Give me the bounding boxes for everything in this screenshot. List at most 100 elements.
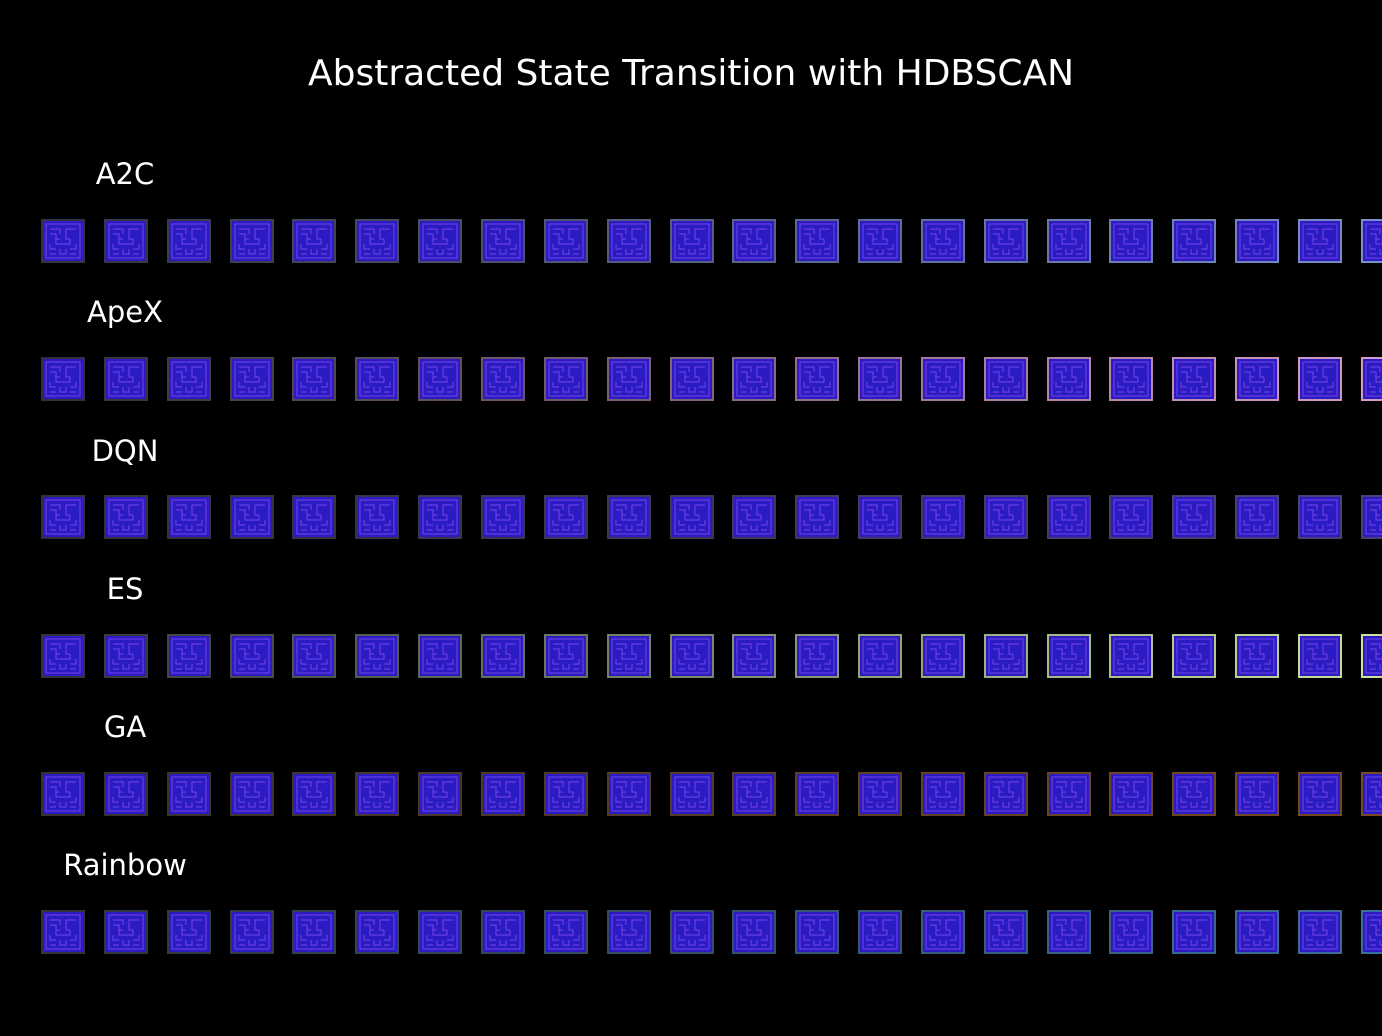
state-frame (670, 634, 714, 678)
maze-frame-icon (420, 221, 460, 261)
state-frame (481, 357, 525, 401)
maze-frame-icon (860, 636, 900, 676)
maze-frame-icon (43, 774, 83, 814)
state-frame (544, 495, 588, 539)
maze-frame-icon (672, 912, 712, 952)
maze-frame-icon (1174, 774, 1214, 814)
state-frame (732, 357, 776, 401)
maze-frame-icon (1300, 359, 1340, 399)
maze-frame-icon (609, 497, 649, 537)
maze-frame-icon (1174, 636, 1214, 676)
maze-frame-icon (1363, 221, 1382, 261)
maze-frame-icon (672, 636, 712, 676)
maze-frame-icon (860, 221, 900, 261)
state-frame (1298, 495, 1342, 539)
row-label-ga: GA (103, 710, 147, 744)
row-label-dqn: DQN (91, 434, 159, 468)
state-row-dqn (0, 495, 1382, 541)
state-frame (418, 219, 462, 263)
maze-frame-icon (357, 497, 397, 537)
state-frame (1047, 219, 1091, 263)
maze-frame-icon (860, 912, 900, 952)
row-label-a2c: A2C (95, 157, 155, 191)
maze-frame-icon (546, 636, 586, 676)
state-frame (481, 634, 525, 678)
state-frame (1235, 495, 1279, 539)
maze-frame-icon (294, 912, 334, 952)
state-frame (1298, 634, 1342, 678)
state-frame (1047, 634, 1091, 678)
maze-frame-icon (1049, 912, 1089, 952)
state-frame (355, 495, 399, 539)
maze-frame-icon (232, 912, 272, 952)
state-frame (544, 357, 588, 401)
maze-frame-icon (986, 359, 1026, 399)
row-label-es: ES (106, 572, 144, 606)
state-frame (732, 219, 776, 263)
state-frame (607, 910, 651, 954)
maze-frame-icon (106, 636, 146, 676)
state-frame (41, 772, 85, 816)
state-frame (230, 357, 274, 401)
state-frame (104, 495, 148, 539)
state-frame (104, 910, 148, 954)
maze-frame-icon (546, 912, 586, 952)
state-frame (104, 357, 148, 401)
state-frame (607, 357, 651, 401)
maze-frame-icon (797, 221, 837, 261)
maze-frame-icon (546, 221, 586, 261)
state-frame (481, 910, 525, 954)
state-frame (1172, 634, 1216, 678)
maze-frame-icon (232, 359, 272, 399)
state-frame (795, 634, 839, 678)
state-frame (1361, 219, 1382, 263)
state-frame (1109, 772, 1153, 816)
state-frame (355, 357, 399, 401)
state-frame (732, 772, 776, 816)
state-frame (481, 495, 525, 539)
state-frame (1298, 357, 1342, 401)
state-frame (795, 357, 839, 401)
maze-frame-icon (43, 636, 83, 676)
row-label-apex: ApeX (87, 295, 163, 329)
maze-frame-icon (169, 912, 209, 952)
state-frame (1109, 634, 1153, 678)
state-frame (1172, 910, 1216, 954)
state-frame (607, 495, 651, 539)
row-label-rainbow: Rainbow (63, 848, 187, 882)
maze-frame-icon (1363, 497, 1382, 537)
state-frame (1047, 357, 1091, 401)
maze-frame-icon (1111, 359, 1151, 399)
state-frame (1361, 634, 1382, 678)
state-row-ga (0, 772, 1382, 818)
state-frame (670, 495, 714, 539)
maze-frame-icon (860, 774, 900, 814)
maze-frame-icon (1049, 221, 1089, 261)
state-frame (984, 772, 1028, 816)
maze-frame-icon (294, 636, 334, 676)
state-frame (670, 357, 714, 401)
state-frame (858, 910, 902, 954)
state-frame (921, 219, 965, 263)
state-frame (921, 495, 965, 539)
state-frame (1109, 910, 1153, 954)
state-frame (670, 772, 714, 816)
maze-frame-icon (420, 359, 460, 399)
state-frame (858, 634, 902, 678)
maze-frame-icon (1049, 636, 1089, 676)
maze-frame-icon (483, 359, 523, 399)
state-row-es (0, 634, 1382, 680)
maze-frame-icon (1300, 636, 1340, 676)
state-frame (921, 634, 965, 678)
maze-frame-icon (923, 912, 963, 952)
state-frame (230, 910, 274, 954)
state-frame (670, 910, 714, 954)
maze-frame-icon (672, 497, 712, 537)
state-frame (984, 910, 1028, 954)
maze-frame-icon (169, 774, 209, 814)
maze-frame-icon (734, 636, 774, 676)
maze-frame-icon (1049, 774, 1089, 814)
maze-frame-icon (169, 497, 209, 537)
state-frame (418, 910, 462, 954)
maze-frame-icon (1174, 221, 1214, 261)
